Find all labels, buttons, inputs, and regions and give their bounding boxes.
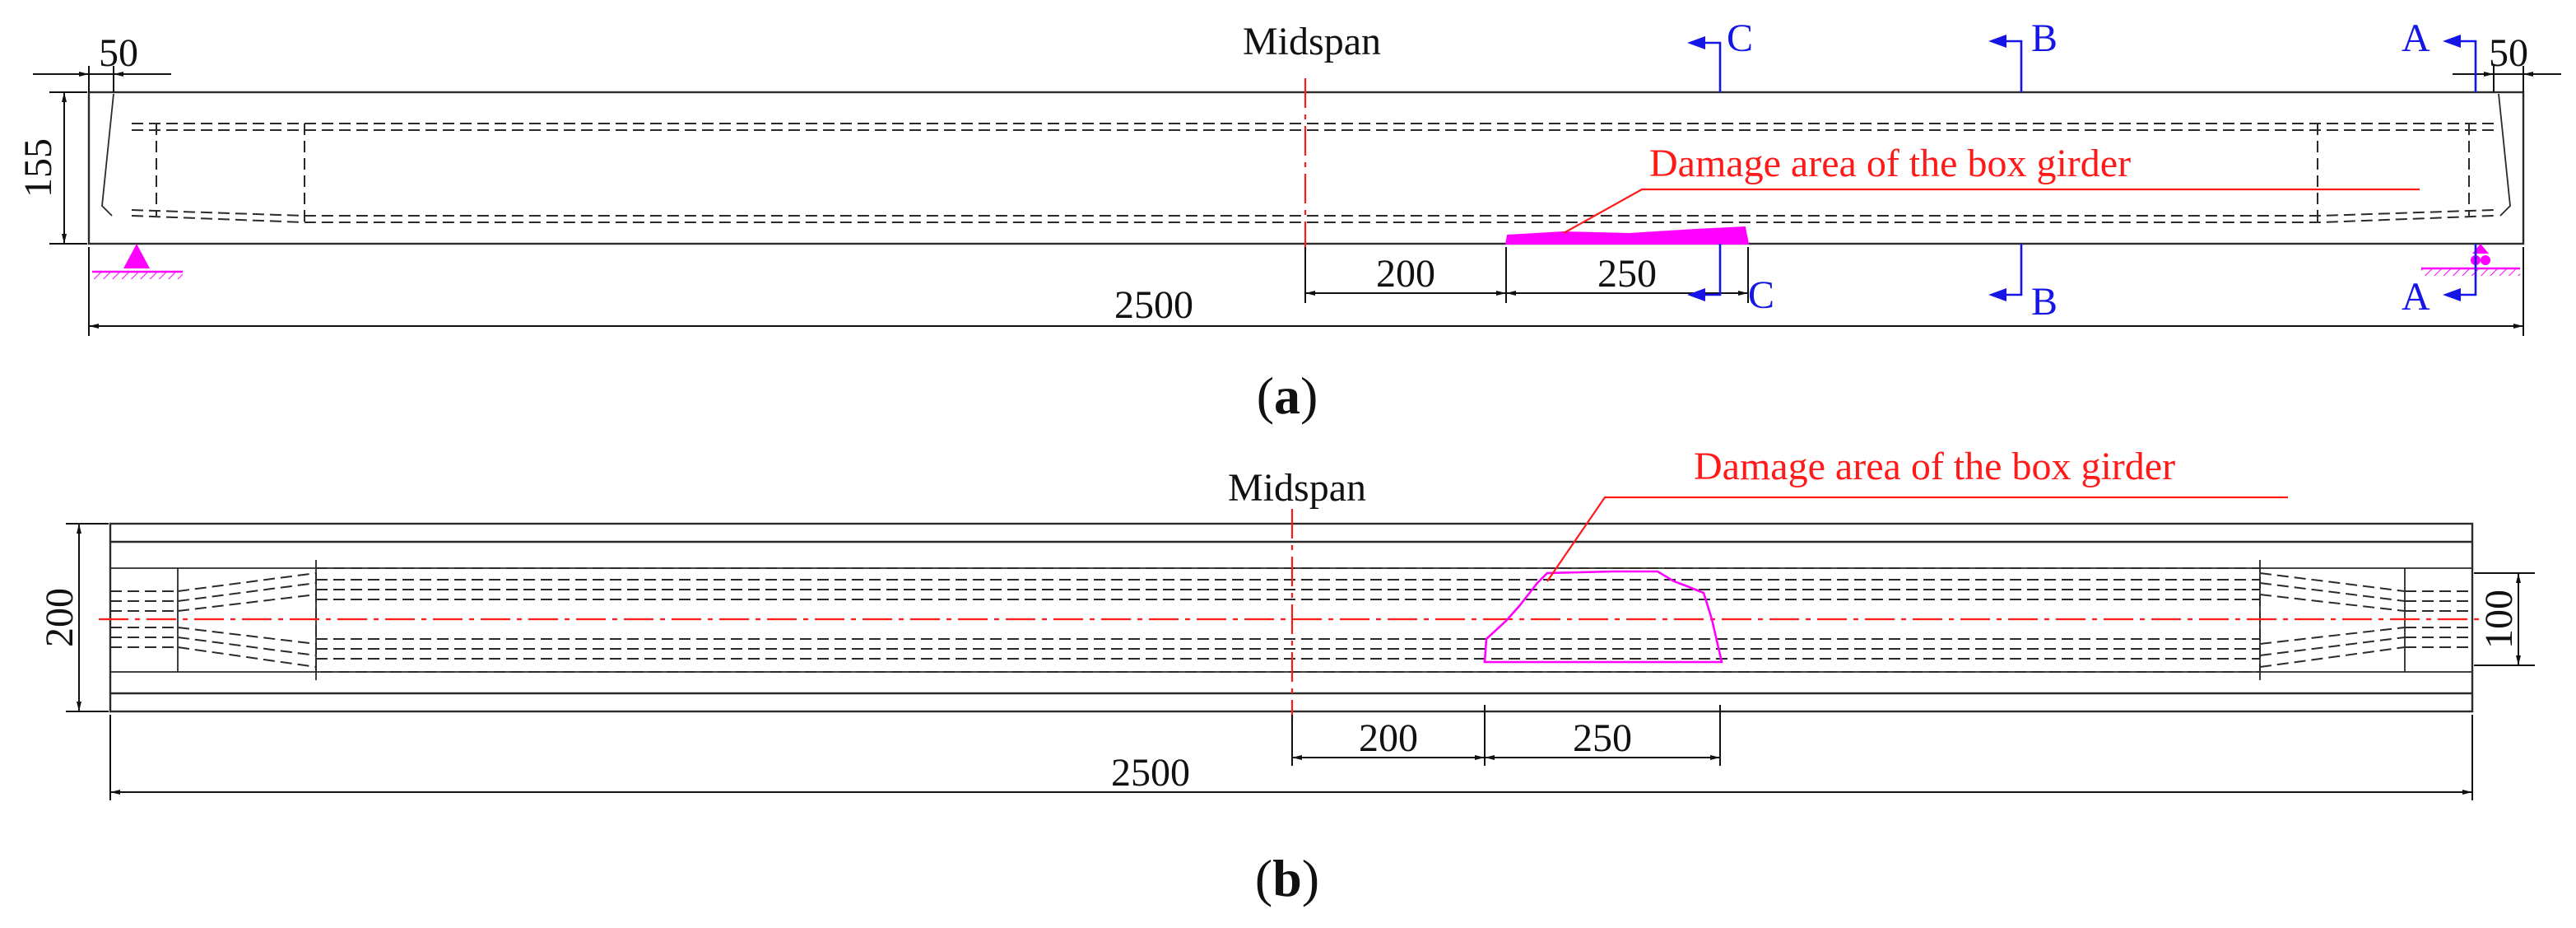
caption-b-letter: b bbox=[1272, 849, 1302, 907]
dim-damage-position-elevation: 200 250 bbox=[1304, 247, 1749, 303]
section-mark-b: B B bbox=[1988, 16, 2058, 324]
plan-damage-area bbox=[1483, 570, 1723, 664]
dim-total-length-elevation: 2500 bbox=[88, 247, 2524, 336]
plan-view: Midspan Damage area of the box girder 20… bbox=[38, 445, 2535, 907]
section-a-top: A bbox=[2402, 16, 2430, 60]
caption-b-close: ) bbox=[1302, 849, 1319, 907]
section-a-bottom: A bbox=[2402, 275, 2430, 319]
dim-midspan-to-damage-plan: 200 bbox=[1359, 716, 1418, 760]
elevation-damage-label: Damage area of the box girder bbox=[1649, 142, 2131, 185]
elevation-end-left bbox=[101, 93, 114, 217]
caption-a-open: ( bbox=[1257, 366, 1274, 425]
section-b-top: B bbox=[2031, 16, 2058, 60]
dim-total-length-plan-value: 2500 bbox=[1111, 751, 1190, 795]
dim-right-width-plan: 100 bbox=[2474, 572, 2535, 666]
dim-midspan-to-damage-elevation: 200 bbox=[1376, 252, 1435, 296]
dim-total-length-plan: 2500 bbox=[109, 715, 2473, 800]
dim-left-end: 50 bbox=[33, 31, 171, 92]
plan-midspan-label: Midspan bbox=[1228, 466, 1366, 510]
dim-right-end-value: 50 bbox=[2489, 31, 2528, 75]
caption-b: (b) bbox=[1255, 849, 1319, 907]
section-mark-c: C C bbox=[1687, 16, 1774, 317]
elevation-view: Midspan Damage area of the box girder 50 bbox=[16, 16, 2561, 425]
bottom-flange-dash-1 bbox=[131, 215, 2495, 223]
elevation-end-right bbox=[2498, 93, 2511, 217]
elevation-damage-leader bbox=[1563, 188, 2420, 234]
dim-total-length-elevation-value: 2500 bbox=[1114, 283, 1193, 327]
section-b-bottom: B bbox=[2031, 280, 2058, 324]
plan-tendons bbox=[110, 572, 2472, 668]
dim-width-plan-value: 200 bbox=[38, 588, 81, 647]
elevation-damage-area bbox=[1504, 226, 1750, 245]
dim-right-width-plan-value: 100 bbox=[2477, 590, 2521, 649]
section-c-top: C bbox=[1727, 16, 1753, 60]
caption-a: (a) bbox=[1257, 366, 1318, 425]
plan-damage-label: Damage area of the box girder bbox=[1694, 445, 2175, 488]
dim-left-end-value: 50 bbox=[99, 31, 138, 75]
dim-height-value: 155 bbox=[16, 138, 60, 198]
bottom-flange-dash-2 bbox=[131, 209, 2495, 217]
caption-b-open: ( bbox=[1255, 849, 1272, 907]
section-mark-a: A A bbox=[2402, 16, 2477, 319]
elevation-midspan-label: Midspan bbox=[1243, 20, 1381, 63]
left-support-icon bbox=[92, 244, 183, 279]
right-support-icon bbox=[2421, 244, 2520, 276]
plan-damage-leader bbox=[1546, 496, 2288, 582]
dim-right-end: 50 bbox=[2453, 31, 2561, 92]
caption-a-close: ) bbox=[1300, 366, 1318, 425]
dim-damage-position-plan: 200 250 bbox=[1291, 705, 1721, 766]
dim-damage-length-elevation: 250 bbox=[1597, 252, 1657, 296]
section-c-bottom: C bbox=[1748, 273, 1774, 317]
dim-damage-length-plan: 250 bbox=[1573, 716, 1632, 760]
dim-height: 155 bbox=[16, 91, 87, 245]
caption-a-letter: a bbox=[1274, 366, 1300, 425]
dim-width-plan: 200 bbox=[38, 523, 109, 712]
